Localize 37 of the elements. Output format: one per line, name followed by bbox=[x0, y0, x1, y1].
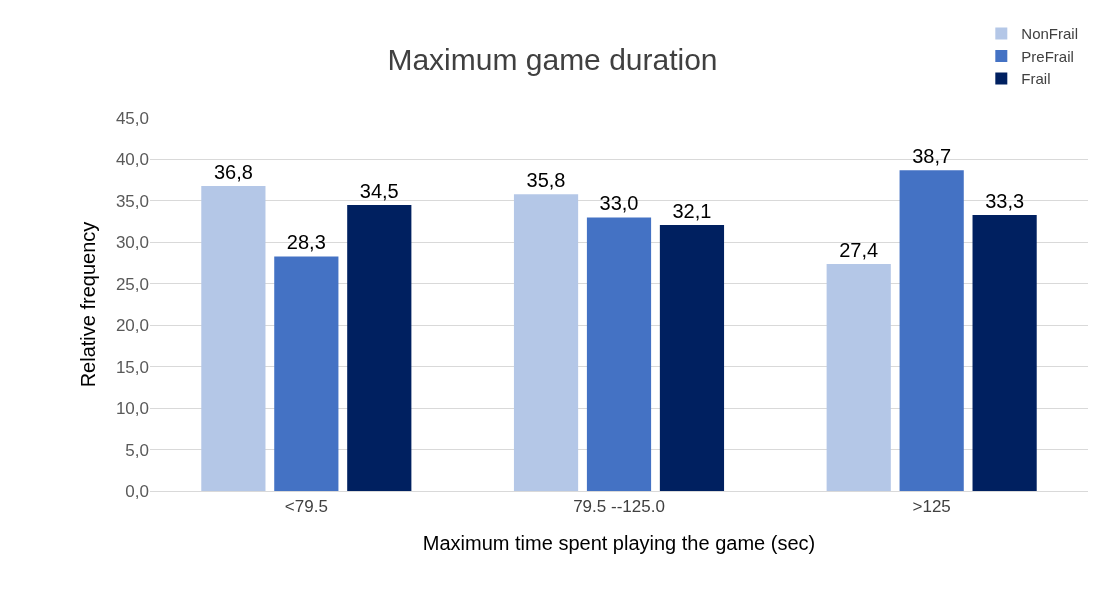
legend-label: Frail bbox=[1021, 70, 1051, 88]
data-label: 27,4 bbox=[839, 238, 879, 261]
data-label: 32,1 bbox=[672, 199, 712, 222]
y-tick-label: 20,0 bbox=[115, 316, 149, 336]
bar bbox=[972, 214, 1037, 491]
x-tick-label: <79.5 bbox=[284, 497, 328, 517]
y-axis-title: Relative frequency bbox=[77, 221, 100, 388]
y-tick-label: 15,0 bbox=[115, 357, 149, 377]
legend-label: NonFrail bbox=[1021, 25, 1078, 43]
y-tick-label: 40,0 bbox=[115, 150, 149, 170]
bar bbox=[347, 205, 412, 491]
chart-title: Maximum game duration bbox=[387, 43, 718, 77]
y-tick-label: 0,0 bbox=[125, 481, 149, 501]
x-tick-label: 79.5 --125.0 bbox=[573, 497, 665, 517]
y-tick-label: 25,0 bbox=[115, 274, 149, 294]
legend-label: PreFrail bbox=[1021, 47, 1074, 65]
data-label: 36,8 bbox=[213, 160, 253, 183]
bar bbox=[899, 170, 964, 491]
data-label: 38,7 bbox=[912, 145, 952, 168]
y-tick-label: 10,0 bbox=[115, 399, 149, 419]
y-tick-label: 30,0 bbox=[115, 233, 149, 253]
bar bbox=[826, 263, 891, 491]
bar bbox=[513, 194, 579, 491]
x-axis-title: Maximum time spent playing the game (sec) bbox=[422, 531, 816, 554]
data-label: 33,0 bbox=[599, 192, 639, 215]
data-label: 34,5 bbox=[359, 180, 399, 203]
y-tick-label: 5,0 bbox=[125, 440, 149, 460]
bar bbox=[659, 224, 725, 491]
x-tick-label: >125 bbox=[912, 497, 951, 517]
data-label: 35,8 bbox=[526, 169, 566, 192]
bar bbox=[201, 185, 266, 491]
y-tick-label: 35,0 bbox=[115, 191, 149, 211]
data-label: 33,3 bbox=[985, 189, 1025, 212]
data-label: 28,3 bbox=[286, 231, 326, 254]
bar bbox=[274, 256, 339, 491]
bar bbox=[586, 217, 652, 491]
y-tick-label: 45,0 bbox=[115, 108, 149, 128]
